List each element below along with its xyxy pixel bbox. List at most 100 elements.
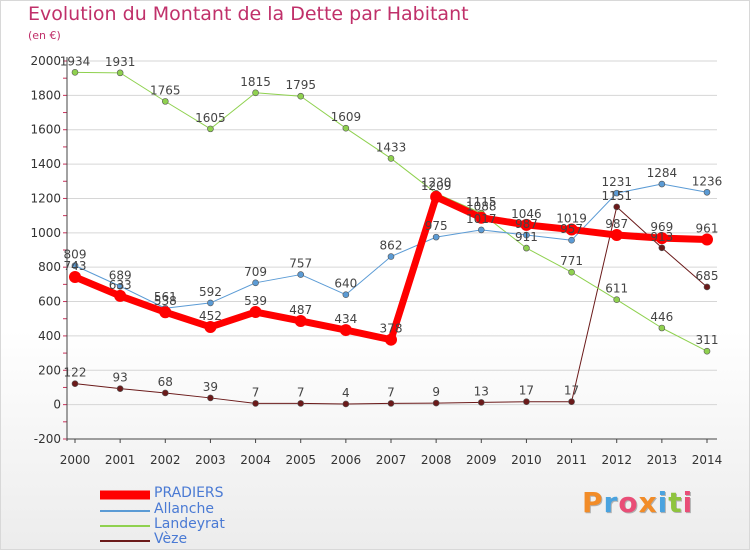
data-label-pradiers: 1019	[556, 212, 587, 226]
data-label-landeyrat: 1230	[421, 175, 452, 189]
y-tick-label: 600	[38, 295, 61, 309]
data-label-landeyrat: 446	[650, 310, 673, 324]
y-tick-label: 1800	[30, 88, 61, 102]
y-tick-label: 1200	[30, 191, 61, 205]
data-point-vze	[161, 389, 169, 397]
y-tick-label: 1600	[30, 123, 61, 137]
data-point-pradiers	[701, 233, 713, 246]
data-point-allanche	[116, 282, 124, 290]
data-label-vze: 7	[252, 385, 260, 399]
data-label-landeyrat: 1795	[285, 78, 316, 92]
series-layer	[69, 69, 713, 408]
axis-layer: -200 0 200 400 600 800 1000 1200 1400 1600 1800 200…	[30, 54, 722, 467]
y-tick-label: 200	[38, 363, 61, 377]
data-label-vze: 913	[650, 230, 673, 244]
data-label-allanche: 592	[199, 285, 222, 299]
data-point-allanche	[207, 299, 214, 307]
data-point-pradiers	[565, 223, 578, 236]
data-point-landeyrat	[387, 155, 395, 162]
x-tick-label: 2005	[285, 453, 316, 467]
data-point-allanche	[342, 291, 350, 298]
data-label-allanche: 975	[425, 219, 448, 233]
data-label-landeyrat: 1931	[105, 55, 136, 69]
data-point-pradiers	[385, 333, 397, 346]
data-label-allanche: 640	[334, 277, 357, 291]
data-label-landeyrat: 1934	[60, 54, 91, 68]
data-label-vze: 13	[474, 384, 489, 398]
y-tick-label: 2000	[30, 54, 61, 68]
chart-title: Evolution du Montant de la Dette par Hab…	[28, 3, 469, 25]
x-tick-label: 2003	[195, 453, 226, 467]
x-tick-label: 2014	[692, 453, 723, 467]
data-point-allanche	[523, 231, 530, 239]
data-point-pradiers	[294, 314, 307, 327]
data-point-landeyrat	[116, 69, 124, 77]
x-tick-label: 2000	[60, 453, 91, 467]
x-tick-label: 2004	[240, 453, 271, 467]
data-label-allanche: 862	[380, 239, 403, 253]
x-tick-label: 2009	[466, 453, 497, 467]
data-label-landeyrat: 1115	[466, 195, 497, 209]
x-tick-label: 2008	[421, 453, 452, 467]
legend-label-pradiers: PRADIERS	[154, 485, 224, 501]
data-point-allanche	[703, 188, 711, 196]
data-point-pradiers	[430, 190, 443, 203]
data-label-allanche: 757	[289, 257, 312, 271]
data-label-landeyrat: 771	[560, 254, 583, 268]
legend-label-landeyrat: Landeyrat	[154, 516, 225, 532]
y-tick-label: 1400	[30, 157, 61, 171]
data-label-pradiers: 1046	[511, 207, 542, 221]
data-point-allanche	[568, 236, 575, 244]
data-point-landeyrat	[703, 347, 711, 355]
y-tick-label: 800	[38, 260, 61, 274]
data-label-vze: 17	[564, 384, 579, 398]
data-point-landeyrat	[252, 89, 259, 97]
data-label-pradiers: 969	[650, 220, 673, 234]
data-point-vze	[703, 283, 711, 291]
data-point-allanche	[658, 180, 666, 188]
data-label-pradiers: 987	[605, 217, 628, 231]
proxiti-logo: Proxiti	[582, 486, 694, 519]
data-point-vze	[387, 400, 395, 407]
y-tick-label: -200	[34, 432, 61, 446]
data-point-pradiers	[610, 229, 623, 242]
data-label-allanche: 709	[244, 265, 267, 279]
data-label-landeyrat: 911	[515, 230, 538, 244]
data-label-allanche: 689	[109, 268, 132, 282]
data-label-pradiers: 633	[109, 278, 132, 292]
x-tick-label: 2011	[556, 453, 587, 467]
data-label-allanche: 987	[515, 217, 538, 231]
data-label-landeyrat: 1433	[376, 140, 407, 154]
data-point-vze	[568, 398, 575, 406]
data-point-pradiers	[204, 320, 217, 333]
data-label-allanche: 1017	[466, 212, 497, 226]
data-label-vze: 7	[297, 385, 305, 399]
data-label-layer: 743 633 538 452 539 487 434 378 1209 1088 1046 1019…	[60, 54, 723, 400]
x-tick-label: 2007	[376, 453, 407, 467]
data-label-allanche: 1231	[601, 175, 632, 189]
data-point-vze	[297, 400, 305, 407]
y-tick-label: 400	[38, 329, 61, 343]
data-point-pradiers	[69, 270, 81, 283]
data-label-vze: 93	[113, 371, 128, 385]
data-label-pradiers: 539	[244, 294, 267, 308]
data-point-vze	[342, 400, 350, 408]
data-point-pradiers	[520, 218, 533, 231]
data-point-allanche	[613, 189, 621, 197]
data-label-pradiers: 743	[64, 259, 87, 273]
x-tick-label: 2001	[105, 453, 136, 467]
data-label-vze: 17	[519, 384, 534, 398]
data-point-allanche	[387, 253, 395, 260]
data-label-vze: 68	[158, 375, 173, 389]
data-point-landeyrat	[342, 124, 350, 132]
data-point-allanche	[297, 271, 305, 278]
data-point-vze	[432, 399, 440, 407]
data-point-vze	[252, 400, 259, 407]
data-label-pradiers: 538	[154, 294, 177, 308]
data-label-allanche: 809	[64, 248, 87, 262]
data-point-vze	[71, 380, 79, 387]
data-label-pradiers: 434	[334, 312, 357, 326]
data-label-vze: 39	[203, 380, 218, 394]
